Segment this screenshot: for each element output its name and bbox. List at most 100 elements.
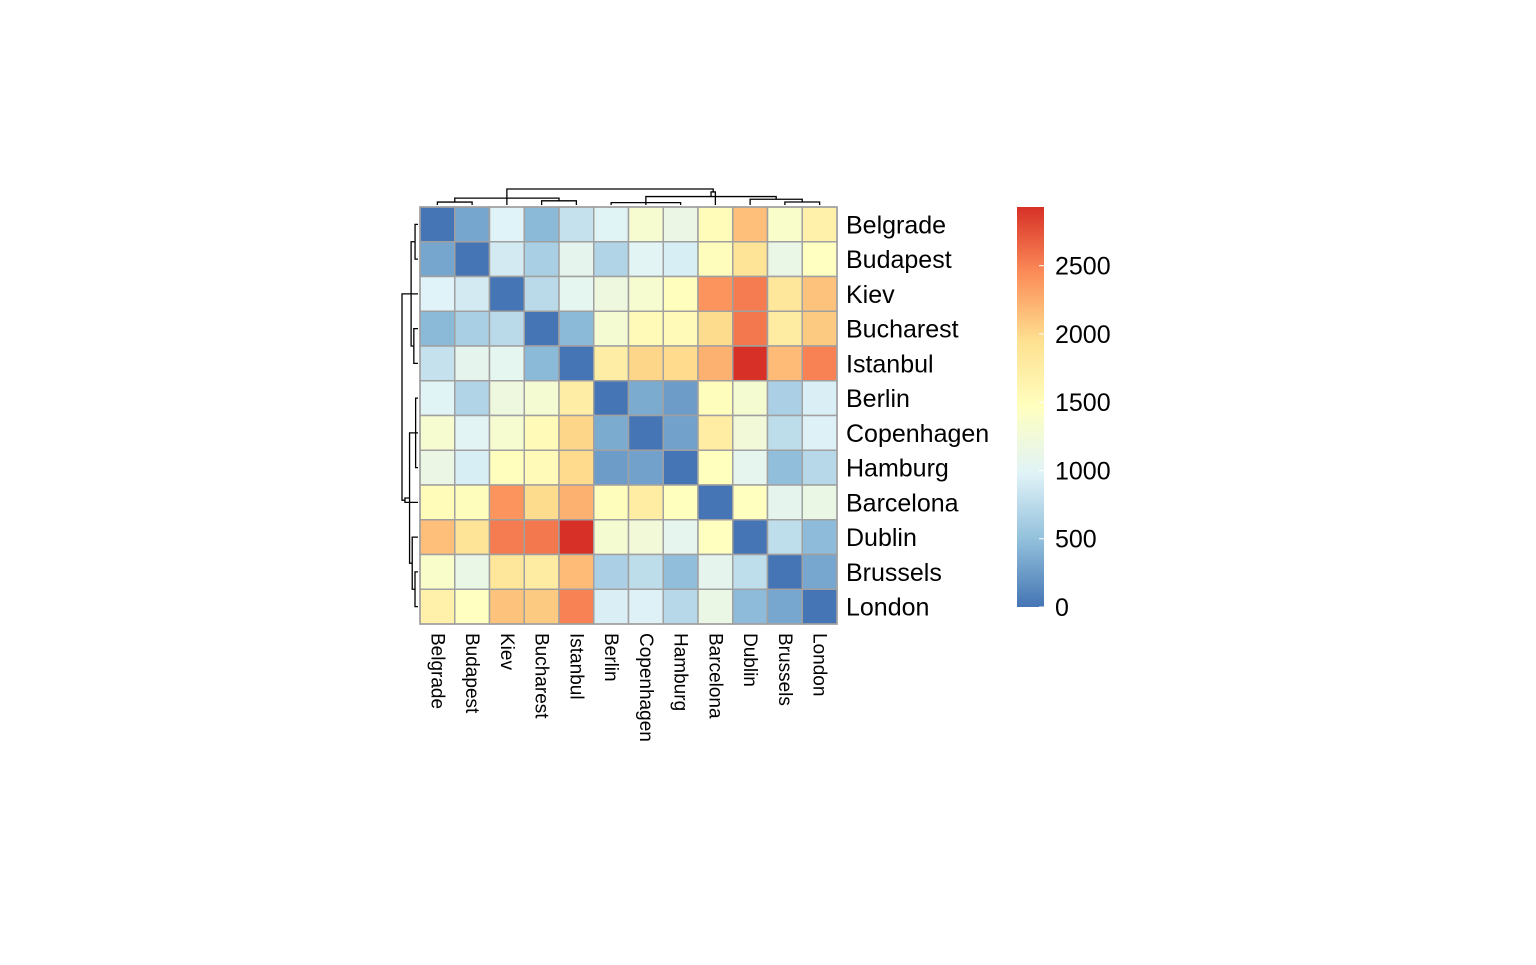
heatmap-cell-london-berlin [593,588,630,625]
heatmap-cell-berlin-budapest [454,380,491,417]
heatmap-cell-brussels-bucharest [523,553,560,590]
heatmap-cell-istanbul-kiev [488,345,525,382]
heatmap-cell-berlin-belgrade [419,380,456,417]
heatmap-cell-belgrade-brussels [766,206,803,243]
heatmap-cell-london-istanbul [558,588,595,625]
heatmap-cell-kiev-istanbul [558,275,595,312]
column-dendrogram [436,188,821,205]
legend-tick-label: 2000 [1055,321,1111,349]
row-dendrogram-branch [404,497,418,504]
heatmap-cell-istanbul-london [801,345,838,382]
column-label-belgrade: Belgrade [426,633,447,709]
heatmap-cell-bucharest-istanbul [558,310,595,347]
heatmap-cell-copenhagen-dublin [732,414,769,451]
heatmap-cell-istanbul-brussels [766,345,803,382]
heatmap-cell-hamburg-bucharest [523,449,560,486]
heatmap-cell-belgrade-kiev [488,206,525,243]
heatmap-cell-belgrade-istanbul [558,206,595,243]
heatmap-cell-bucharest-hamburg [662,310,699,347]
column-dendrogram-branch [540,200,578,205]
heatmap-cell-dublin-bucharest [523,519,560,556]
row-label-belgrade: Belgrade [846,211,946,239]
heatmap-cell-kiev-london [801,275,838,312]
heatmap-cell-berlin-brussels [766,380,803,417]
heatmap-cell-istanbul-berlin [593,345,630,382]
heatmap-cell-bucharest-kiev [488,310,525,347]
heatmap-cell-budapest-kiev [488,241,525,278]
heatmap-cell-dublin-belgrade [419,519,456,556]
heatmap-cell-budapest-copenhagen [627,241,664,278]
heatmap-cell-hamburg-barcelona [697,449,734,486]
heatmap-cell-berlin-berlin [593,380,630,417]
heatmap-cell-bucharest-budapest [454,310,491,347]
column-dendrogram-branch [645,195,777,203]
heatmap-cell-bucharest-dublin [732,310,769,347]
row-dendrogram-branch [408,432,416,564]
heatmap-cell-budapest-budapest [454,241,491,278]
heatmap-cell-dublin-dublin [732,519,769,556]
column-label-dublin: Dublin [739,633,760,687]
heatmap-cell-london-dublin [732,588,769,625]
heatmap-cell-barcelona-budapest [454,484,491,521]
heatmap-cell-dublin-brussels [766,519,803,556]
heatmap-cell-belgrade-hamburg [662,206,699,243]
heatmap-cell-london-brussels [766,588,803,625]
row-label-dublin: Dublin [846,524,917,552]
column-labels: Belgrade Budapest Kiev Bucharest Istanbul Ber… [426,633,829,742]
heatmap-cell-budapest-bucharest [523,241,560,278]
heatmap-cell-berlin-barcelona [697,380,734,417]
row-dendrogram [401,223,418,608]
heatmap-cell-kiev-copenhagen [627,275,664,312]
heatmap-cell-barcelona-barcelona [697,484,734,521]
column-label-istanbul: Istanbul [565,633,586,700]
heatmap-cell-kiev-bucharest [523,275,560,312]
heatmap-cell-barcelona-copenhagen [627,484,664,521]
heatmap-cell-budapest-berlin [593,241,630,278]
legend-tick-label: 0 [1055,594,1069,622]
heatmap-cell-copenhagen-london [801,414,838,451]
heatmap-border [419,206,838,625]
heatmap-cell-bucharest-copenhagen [627,310,664,347]
row-dendrogram-branch [401,293,410,501]
heatmap-cell-copenhagen-berlin [593,414,630,451]
heatmap-cell-bucharest-belgrade [419,310,456,347]
heatmap-cell-hamburg-kiev [488,449,525,486]
heatmap-cell-budapest-dublin [732,241,769,278]
heatmap-cell-brussels-budapest [454,553,491,590]
heatmap-cell-barcelona-hamburg [662,484,699,521]
heatmap-cell-budapest-hamburg [662,241,699,278]
row-label-london: London [846,594,929,622]
heatmap-cell-belgrade-london [801,206,838,243]
heatmap-cell-barcelona-brussels [766,484,803,521]
heatmap-cell-belgrade-dublin [732,206,769,243]
heatmap-cell-barcelona-bucharest [523,484,560,521]
heatmap-cell-dublin-london [801,519,838,556]
color-legend: 0 500 1000 1500 2000 2500 [1017,207,1111,622]
row-label-copenhagen: Copenhagen [846,420,989,448]
heatmap-cell-london-bucharest [523,588,560,625]
heatmap-cell-copenhagen-budapest [454,414,491,451]
heatmap-cell-hamburg-istanbul [558,449,595,486]
heatmap-cell-dublin-budapest [454,519,491,556]
heatmap-cell-barcelona-belgrade [419,484,456,521]
heatmap-cell-kiev-hamburg [662,275,699,312]
heatmap-cell-london-hamburg [662,588,699,625]
column-label-brussels: Brussels [774,633,795,706]
column-label-bucharest: Bucharest [531,633,552,719]
heatmap-cell-istanbul-barcelona [697,345,734,382]
legend-color-bar [1017,207,1044,607]
heatmap-cell-istanbul-copenhagen [627,345,664,382]
heatmap-cell-berlin-copenhagen [627,380,664,417]
row-dendrogram-branch [413,327,418,365]
column-label-hamburg: Hamburg [670,633,691,711]
heatmap-cell-kiev-barcelona [697,275,734,312]
heatmap-cell-belgrade-bucharest [523,206,560,243]
heatmap-cell-kiev-budapest [454,275,491,312]
heatmap-cell-budapest-istanbul [558,241,595,278]
column-label-copenhagen: Copenhagen [635,633,656,742]
heatmap-cell-brussels-brussels [766,553,803,590]
heatmap-cell-brussels-istanbul [558,553,595,590]
heatmap-cell-brussels-belgrade [419,553,456,590]
heatmap-cell-bucharest-brussels [766,310,803,347]
heatmap-cell-belgrade-budapest [454,206,491,243]
